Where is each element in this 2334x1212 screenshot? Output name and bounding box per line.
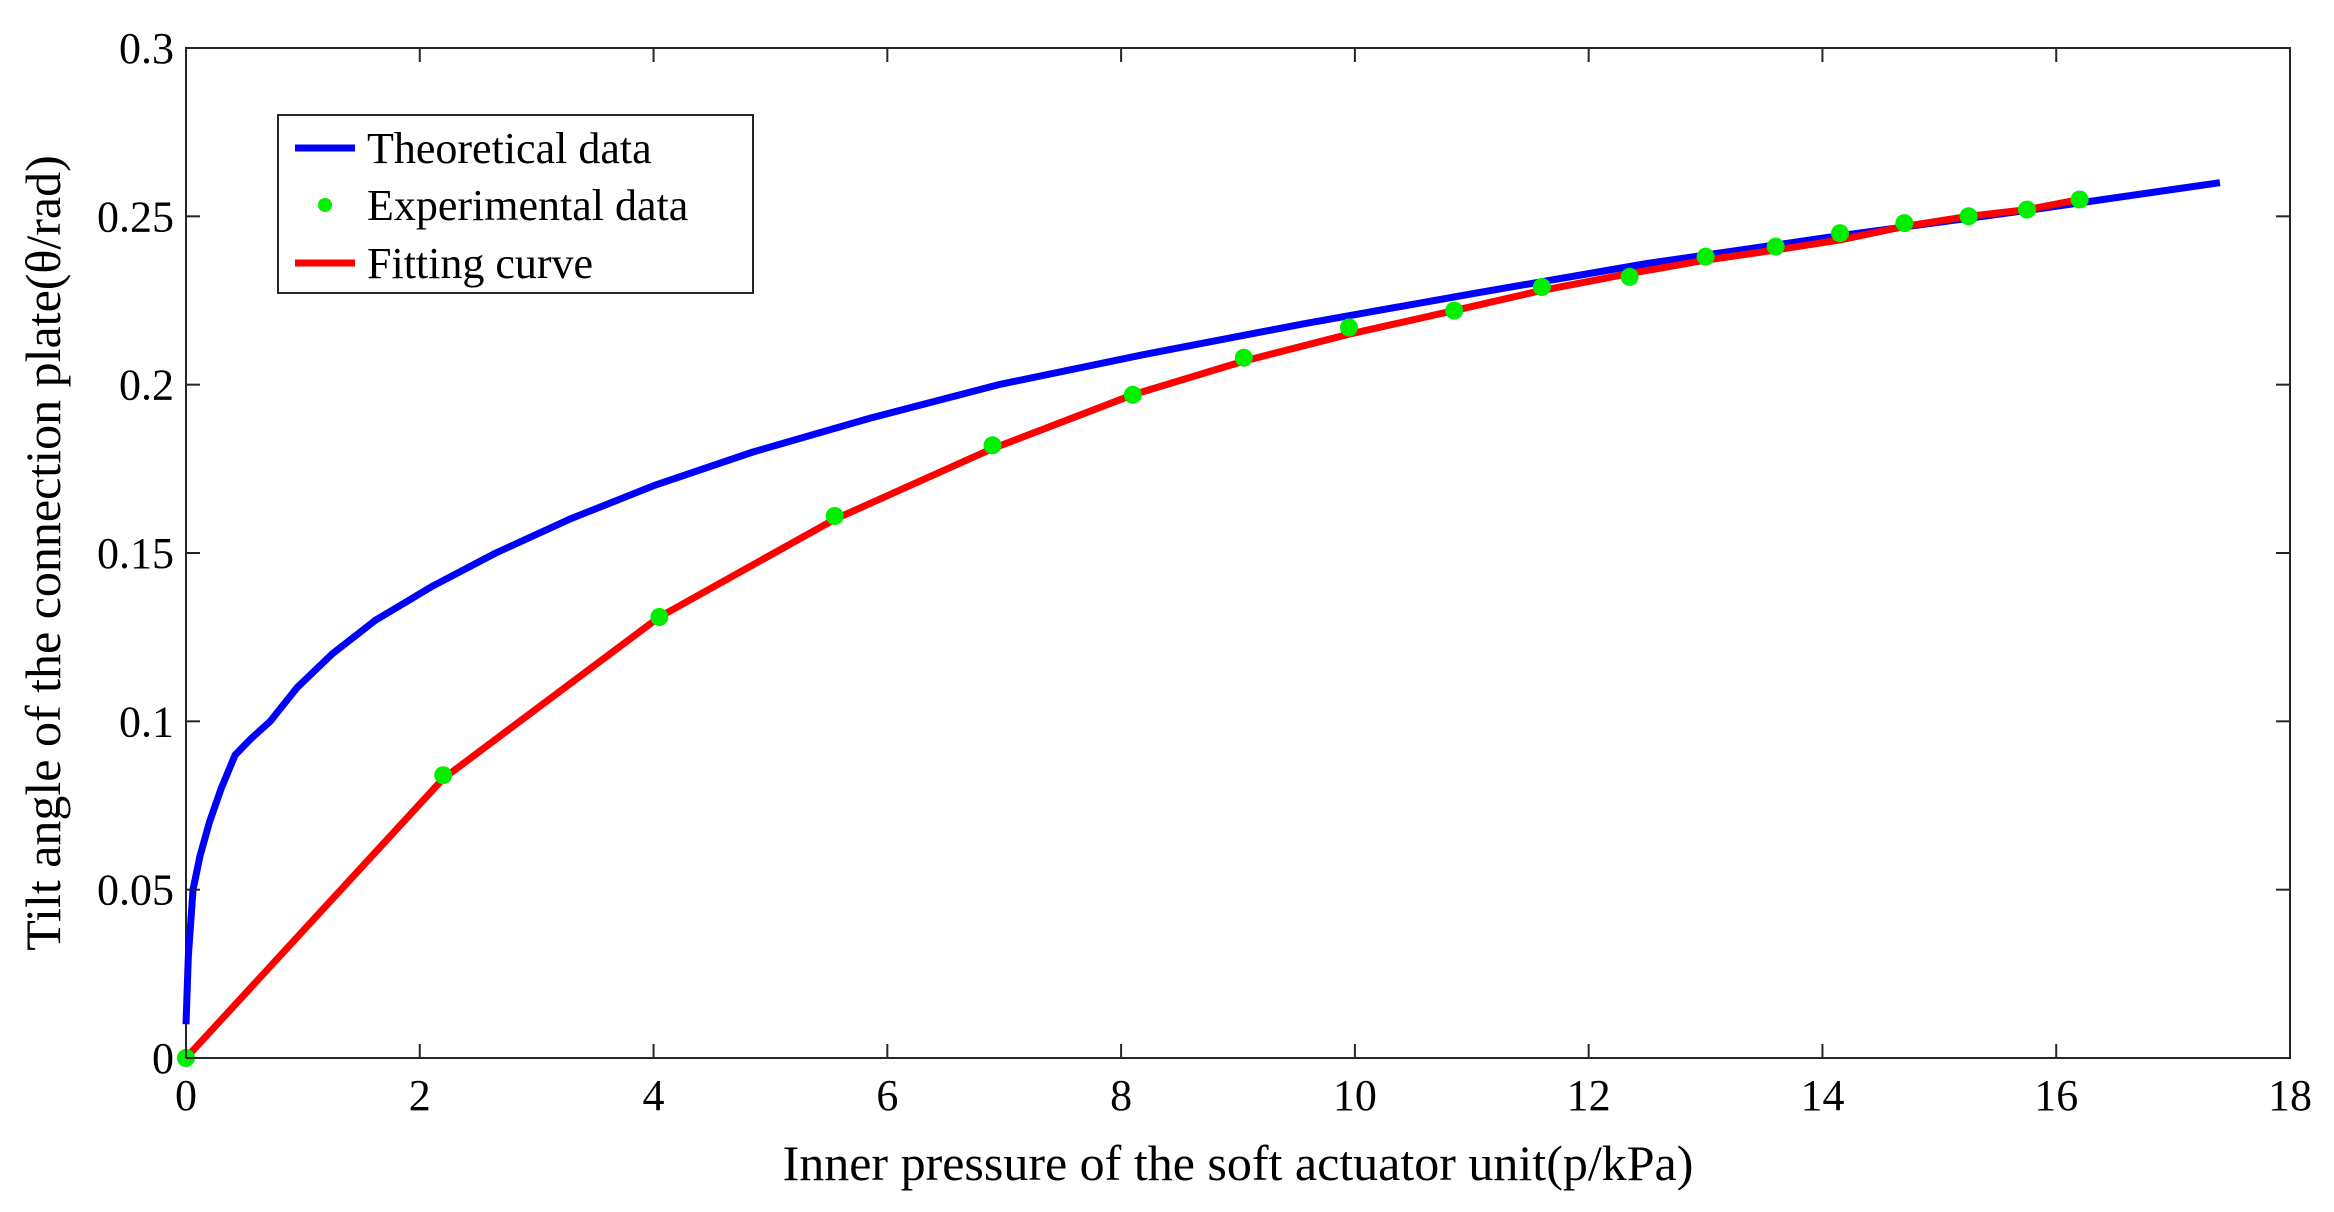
experimental-point [825, 507, 844, 525]
legend: Theoretical data Experimental data Fitti… [277, 114, 754, 294]
theoretical-curve [182, 179, 2221, 1025]
y-tick-label: 0.1 [119, 697, 174, 746]
experimental-point [1831, 224, 1849, 243]
legend-swatch-experimental [318, 198, 332, 212]
x-tick-label: 8 [1110, 1071, 1132, 1120]
experimental-point [1959, 207, 1978, 226]
experimental-point [1895, 214, 1914, 233]
experimental-point [2070, 190, 2089, 209]
experimental-point [2018, 200, 2036, 219]
legend-box [277, 114, 754, 294]
experimental-point [1532, 278, 1551, 296]
x-tick-label: 10 [1333, 1071, 1377, 1120]
experimental-point [983, 436, 1002, 455]
x-tick-label: 4 [643, 1071, 665, 1120]
legend-label-theoretical: Theoretical data [367, 124, 652, 173]
x-tick-label: 0 [175, 1071, 197, 1120]
y-tick-label: 0.2 [119, 361, 174, 410]
fitting-curve [183, 196, 2081, 1061]
experimental-point [1620, 267, 1639, 286]
axes-layer: 0 2 4 6 8 10 12 14 16 18 0 0.05 0.1 0.15 0.2 0.25 0.3 [97, 24, 2312, 1120]
legend-label-fitting: Fitting curve [367, 239, 593, 288]
experimental-point [434, 766, 453, 785]
experimental-point [1234, 348, 1253, 367]
y-tick-label: 0.25 [97, 192, 174, 241]
x-tick-label: 18 [2268, 1071, 2312, 1120]
x-axis-label: Inner pressure of the soft actuator unit… [783, 1135, 1694, 1191]
y-tick-label: 0.3 [119, 24, 174, 73]
y-axis-label: Tilt angle of the connection plate(θ/rad… [15, 155, 71, 950]
x-tick-label: 14 [1800, 1071, 1844, 1120]
x-tick-label: 16 [2034, 1071, 2078, 1120]
y-tick-label: 0.05 [97, 866, 174, 915]
y-tick-label: 0 [152, 1034, 174, 1083]
experimental-point [650, 608, 669, 626]
y-tick-label: 0.15 [97, 529, 174, 578]
experimental-point [1445, 301, 1464, 320]
experimental-point [1696, 247, 1715, 266]
legend-label-experimental: Experimental data [367, 181, 688, 230]
experimental-point [1340, 318, 1358, 337]
x-tick-label: 6 [876, 1071, 898, 1120]
series-layer [177, 179, 2221, 1067]
x-tick-label: 2 [409, 1071, 431, 1120]
experimental-point [1123, 385, 1142, 404]
x-tick-label: 12 [1567, 1071, 1611, 1120]
experimental-point [1766, 237, 1785, 256]
